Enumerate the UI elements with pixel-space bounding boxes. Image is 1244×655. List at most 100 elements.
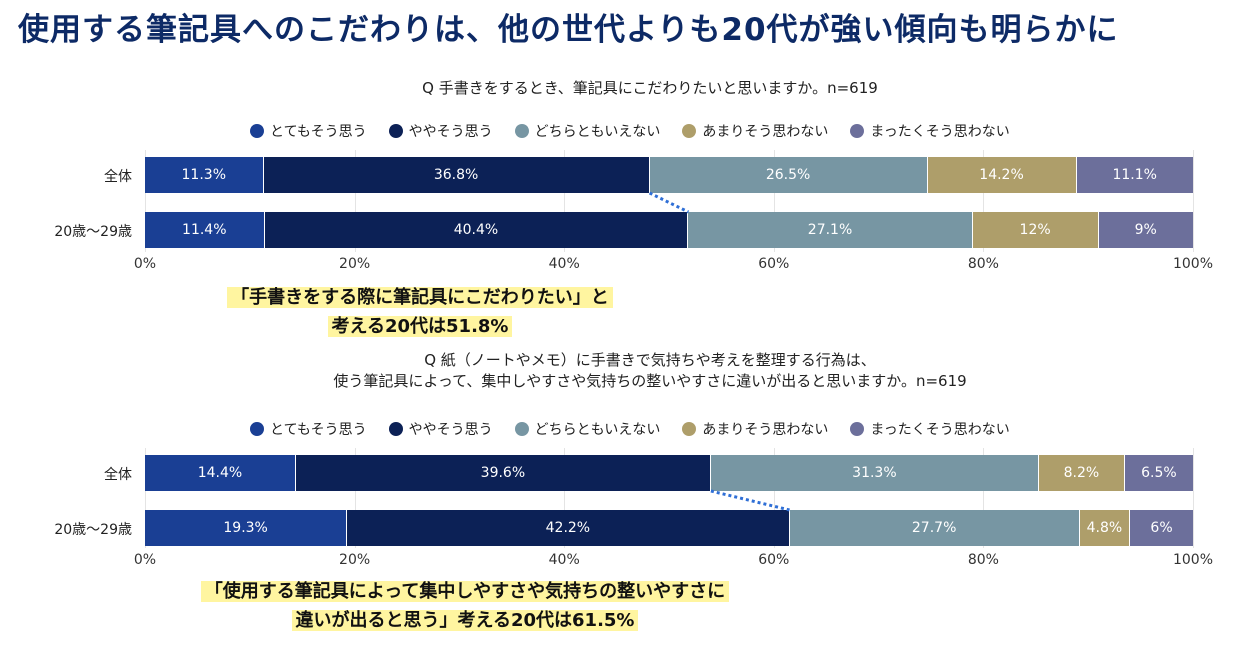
- bar-value-label: 27.1%: [807, 222, 853, 238]
- annotation-line: 「使用する筆記具によって集中しやすさや気持ちの整いやすさに: [140, 577, 790, 606]
- bar-segment: 14.2%: [927, 157, 1077, 193]
- x-tick-label: 100%: [1172, 256, 1214, 272]
- x-tick-label: 20%: [339, 256, 371, 272]
- chart-question: Q 紙（ノートやメモ）に手書きで気持ちや考えを整理する行為は、 使う筆記具によって…: [250, 350, 1050, 392]
- legend-swatch: [682, 124, 697, 138]
- chart-question-line: Q 手書きをするとき、筆記具にこだわりたいと思いますか。n=619: [422, 79, 878, 97]
- legend-swatch: [682, 422, 697, 436]
- legend-swatch: [250, 124, 264, 138]
- gridline: [354, 150, 356, 252]
- bar-value-label: 42.2%: [545, 520, 591, 536]
- x-tick-label: 0%: [133, 552, 157, 568]
- legend-label: まったくそう思わない: [870, 422, 1010, 438]
- legend-label: どちらともいえない: [534, 422, 661, 438]
- bar-value-label: 11.4%: [182, 222, 227, 238]
- annotation-text: 「使用する筆記具によって集中しやすさや気持ちの整いやすさに: [200, 581, 730, 602]
- bar-value-label: 4.8%: [1086, 520, 1123, 536]
- legend-label: あまりそう思わない: [702, 124, 829, 140]
- bar-value-label: 19.3%: [223, 520, 268, 536]
- legend-label: ややそう思う: [408, 422, 493, 438]
- legend-swatch: [388, 422, 403, 436]
- bar-segment: 26.5%: [649, 157, 928, 193]
- bar-segment: 27.7%: [789, 510, 1080, 546]
- x-tick-label: 100%: [1172, 552, 1214, 568]
- x-tick-label: 40%: [548, 256, 580, 272]
- bar-value-label: 26.5%: [765, 167, 811, 183]
- x-tick-label: 40%: [548, 552, 580, 568]
- annotation-line: 違いが出ると思う」考える20代は61.5%: [140, 606, 790, 635]
- bar-segment: 9%: [1098, 212, 1193, 248]
- legend-swatch: [850, 124, 865, 138]
- legend-swatch: [514, 124, 529, 138]
- legend-item: まったくそう思わない: [850, 419, 1010, 439]
- gridline: [1193, 150, 1194, 252]
- legend-swatch: [250, 422, 264, 436]
- category-label: 全体: [104, 169, 132, 185]
- x-tick-label: 60%: [758, 256, 790, 272]
- gridline: [145, 150, 146, 252]
- gridline: [1193, 448, 1194, 548]
- gridline: [354, 448, 356, 548]
- bar-value-label: 14.2%: [979, 167, 1024, 183]
- bar-value-label: 27.7%: [911, 520, 957, 536]
- bar-segment: 39.6%: [295, 455, 711, 491]
- bar-segment: 11.4%: [145, 212, 265, 248]
- legend-item: とてもそう思う: [250, 121, 367, 141]
- legend-item: とてもそう思う: [250, 419, 367, 439]
- legend-swatch: [850, 422, 865, 436]
- stacked-bar: 11.4% 40.4% 27.1% 12% 9%: [145, 212, 1193, 248]
- legend-label: あまりそう思わない: [702, 422, 829, 438]
- legend-swatch: [388, 124, 403, 138]
- legend-item: ややそう思う: [388, 121, 493, 141]
- bar-value-label: 40.4%: [453, 222, 499, 238]
- chart-annotation: 「手書きをする際に筆記具にこだわりたい」と 考える20代は51.8%: [150, 283, 690, 341]
- bar-segment: 12%: [972, 212, 1099, 248]
- x-tick-label: 80%: [967, 552, 999, 568]
- bar-segment: 42.2%: [347, 510, 790, 546]
- legend-label: まったくそう思わない: [870, 124, 1010, 140]
- bar-value-label: 31.3%: [852, 465, 897, 481]
- bar-segment: 36.8%: [263, 157, 650, 193]
- bar-segment: 11.3%: [145, 157, 264, 193]
- annotation-text: 考える20代は51.8%: [327, 316, 513, 337]
- bar-segment: 6%: [1130, 510, 1193, 546]
- gridline: [145, 448, 146, 548]
- legend-item: ややそう思う: [388, 419, 493, 439]
- legend-item: まったくそう思わない: [850, 121, 1010, 141]
- gridline: [564, 150, 566, 252]
- bar-segment: 11.1%: [1076, 157, 1193, 193]
- chart-annotation: 「使用する筆記具によって集中しやすさや気持ちの整いやすさに 違いが出ると思う」考え…: [140, 577, 790, 635]
- bar-value-label: 36.8%: [433, 167, 479, 183]
- gridline: [983, 448, 985, 548]
- x-tick-label: 0%: [133, 256, 157, 272]
- bar-value-label: 9%: [1134, 222, 1157, 238]
- category-label: 20歳～29歳: [54, 224, 132, 240]
- bar-segment: 19.3%: [145, 510, 348, 546]
- bar-value-label: 11.1%: [1112, 167, 1157, 183]
- category-label: 20歳～29歳: [54, 522, 132, 538]
- page-title: 使用する筆記具へのこだわりは、他の世代よりも20代が強い傾向も明らかに: [18, 12, 1119, 48]
- bar-segment: 6.5%: [1124, 455, 1193, 491]
- bar-value-label: 11.3%: [181, 167, 226, 183]
- chart-legend: とてもそう思う ややそう思う どちらともいえない あまりそう思わない まったくそう思わな…: [250, 121, 1010, 141]
- bar-segment: 4.8%: [1079, 510, 1131, 546]
- bar-segment: 40.4%: [264, 212, 689, 248]
- legend-label: とてもそう思う: [270, 422, 367, 438]
- gridline: [983, 150, 985, 252]
- bar-value-label: 8.2%: [1063, 465, 1100, 481]
- legend-item: あまりそう思わない: [682, 121, 828, 141]
- bar-value-label: 6.5%: [1141, 465, 1177, 481]
- chart-question: Q 手書きをするとき、筆記具にこだわりたいと思いますか。n=619: [250, 78, 1050, 99]
- x-tick-label: 20%: [339, 552, 371, 568]
- legend-item: どちらともいえない: [514, 419, 661, 439]
- category-label: 全体: [104, 467, 132, 483]
- connector-line: [648, 191, 690, 214]
- bar-segment: 14.4%: [145, 455, 296, 491]
- stacked-bar: 14.4% 39.6% 31.3% 8.2% 6.5%: [145, 455, 1193, 491]
- x-tick-label: 80%: [967, 256, 999, 272]
- bar-value-label: 39.6%: [480, 465, 526, 481]
- legend-swatch: [514, 422, 529, 436]
- annotation-text: 違いが出ると思う」考える20代は61.5%: [291, 610, 639, 631]
- bar-value-label: 6%: [1150, 520, 1173, 536]
- chart-question-line: Q 紙（ノートやメモ）に手書きで気持ちや考えを整理する行為は、: [424, 351, 876, 369]
